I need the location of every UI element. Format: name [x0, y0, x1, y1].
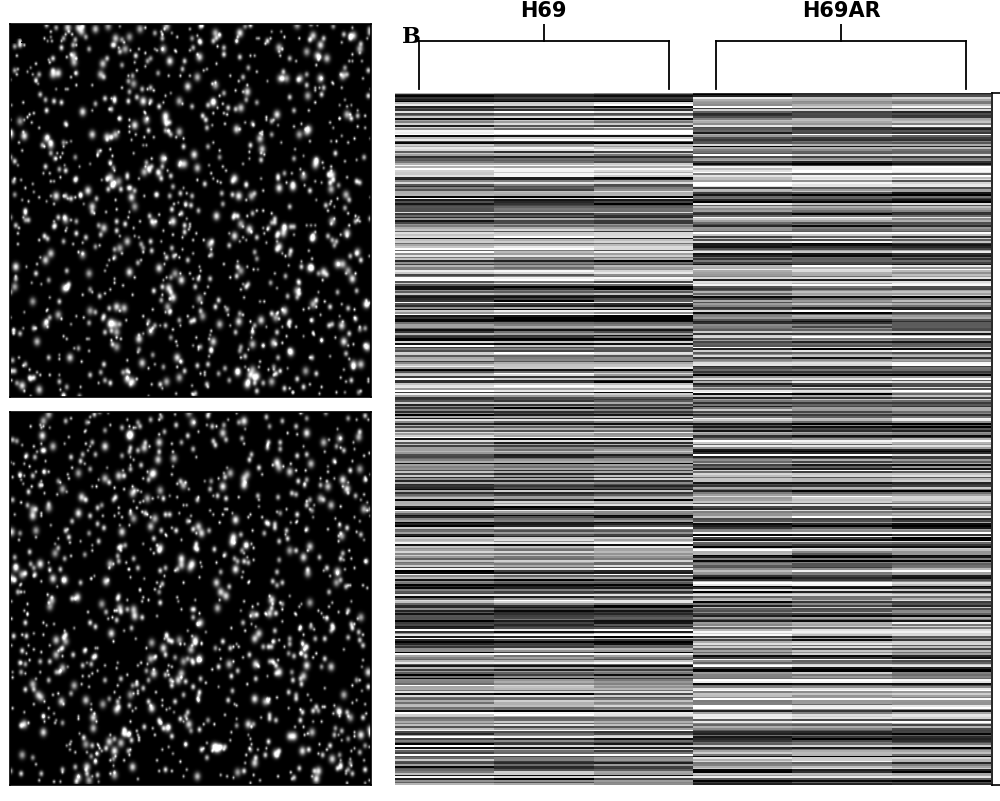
Text: B: B	[402, 26, 421, 47]
Text: H69: H69	[520, 1, 567, 21]
Text: H69AR: H69AR	[802, 1, 880, 21]
Text: A: A	[10, 26, 27, 47]
